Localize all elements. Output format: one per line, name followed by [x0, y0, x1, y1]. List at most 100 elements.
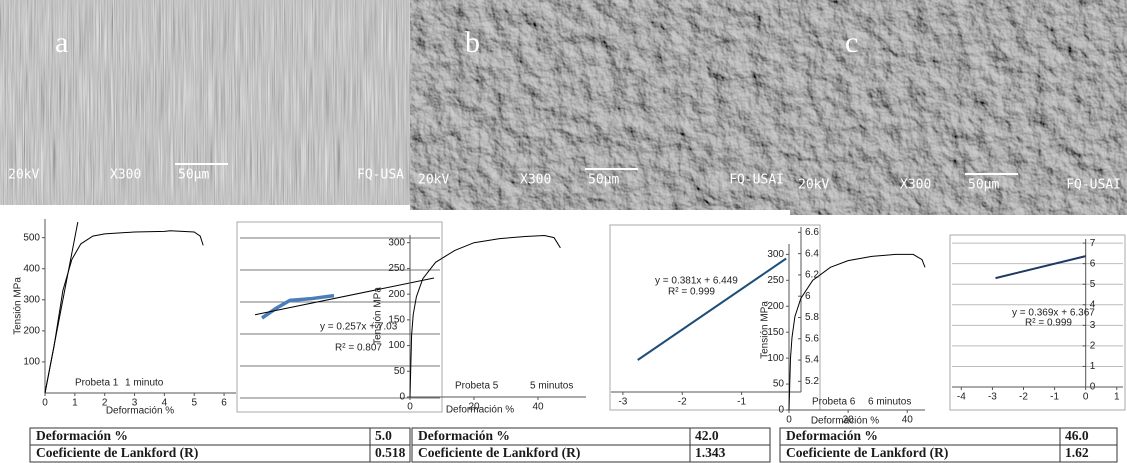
table-value: 1.343 [695, 445, 726, 460]
data-line [45, 222, 78, 393]
table-value: 46.0 [1065, 428, 1089, 443]
micrograph-lab: FQ-USAI [1066, 178, 1121, 193]
tables: Deformación % 5.0 Coeficiente de Lankford … [30, 428, 1117, 462]
y-tick-label: 300 [767, 249, 784, 260]
y-tick-label: 6 [805, 291, 811, 302]
x-tick-label: -4 [957, 392, 966, 403]
y-tick-label: 6 [1090, 258, 1096, 269]
micrograph-label: a [55, 26, 68, 59]
x-tick-label: -1 [1050, 392, 1059, 403]
table-label: Coeficiente de Lankford (R) [36, 445, 198, 460]
y-tick-label: 5.2 [805, 376, 819, 387]
annotation: 5 minutos [530, 381, 573, 392]
y-tick-label: 6.2 [805, 270, 819, 281]
data-line [45, 231, 203, 393]
micrograph-magnification: X300 [110, 168, 141, 183]
y-tick-label: 150 [388, 314, 405, 325]
table-value: 1.62 [1065, 445, 1089, 460]
y-tick-label: 500 [23, 232, 40, 243]
x-tick-label: -3 [988, 392, 997, 403]
micrograph-magnification: X300 [520, 173, 551, 188]
figure: Deformación % 5.0 Coeficiente de Lankford … [0, 0, 1127, 463]
y-tick-label: 5.6 [805, 333, 819, 344]
y-tick-label: 0 [778, 405, 784, 416]
x-axis-label: Deformación % [446, 405, 514, 416]
y-tick-label: 200 [23, 325, 40, 336]
x-tick-label: 40 [532, 402, 544, 413]
y-tick-label: 50 [773, 379, 785, 390]
data-line [996, 256, 1086, 278]
y-tick-label: 300 [23, 294, 40, 305]
y-tick-label: 0 [399, 392, 405, 403]
data-line [255, 278, 434, 315]
annotation: 6 minutos [868, 397, 911, 408]
x-tick-label: 5 [191, 398, 197, 409]
annotation: y = 0.257x + 7.03 [320, 322, 398, 333]
table-value: 42.0 [695, 428, 719, 443]
x-tick-label: 6 [221, 398, 227, 409]
table-value: 5.0 [375, 428, 392, 443]
y-tick-label: 200 [388, 289, 405, 300]
x-tick-label: 0 [42, 398, 48, 409]
y-tick-label: 400 [23, 263, 40, 274]
annotation: R² = 0.999 [668, 287, 715, 298]
micrograph-lab: FQ-USAI [729, 173, 784, 188]
annotation: Probeta 5 [455, 381, 499, 392]
table-label: Deformación % [418, 428, 510, 443]
x-axis-label: Deformación % [811, 416, 879, 427]
annotation: y = 0.381x + 6.449 [655, 276, 738, 287]
y-tick-label: 1 [1090, 361, 1096, 372]
y-tick-label: 5 [1090, 279, 1096, 290]
table-label: Coeficiente de Lankford (R) [786, 445, 948, 460]
y-tick-label: 50 [394, 366, 406, 377]
micrograph-voltage: 20kV [8, 168, 39, 183]
x-tick-label: -3 [618, 397, 627, 408]
x-tick-label: -2 [1019, 392, 1028, 403]
annotation: Probeta 6 [812, 397, 856, 408]
y-tick-label: 100 [23, 357, 40, 368]
y-axis-label: Tensión MPa [373, 287, 384, 345]
x-tick-label: -1 [737, 397, 746, 408]
annotation: 1 minuto [125, 378, 164, 389]
table-label: Deformación % [786, 428, 878, 443]
micrograph-scale: 50μm [968, 178, 999, 193]
x-tick-label: 0 [786, 415, 792, 426]
micrograph-lab: FQ-USA [357, 168, 404, 183]
table-value: 0.518 [375, 445, 406, 460]
y-axis-label: Tensión MPa [13, 277, 24, 335]
micrograph-voltage: 20kV [418, 173, 449, 188]
y-tick-label: 5.4 [805, 355, 819, 366]
data-line [410, 236, 560, 398]
micrograph-label: b [465, 26, 480, 59]
chart-frame [237, 222, 442, 412]
x-tick-label: -2 [678, 397, 687, 408]
micrograph-magnification: X300 [900, 178, 931, 193]
micrograph-voltage: 20kV [798, 178, 829, 193]
y-axis-label: Tensión MPa [760, 301, 771, 359]
x-tick-label: 40 [902, 415, 914, 426]
data-line [262, 296, 334, 318]
y-tick-label: 250 [767, 275, 784, 286]
table-label: Coeficiente de Lankford (R) [418, 445, 580, 460]
y-tick-label: 3 [1090, 320, 1096, 331]
y-tick-label: 5.8 [805, 312, 819, 323]
x-tick-label: 0 [1083, 392, 1089, 403]
x-axis-label: Deformación % [106, 406, 174, 417]
x-tick-label: 1 [72, 398, 78, 409]
y-tick-label: 100 [388, 340, 405, 351]
y-tick-label: 6.6 [805, 227, 819, 238]
y-tick-label: 7 [1090, 238, 1096, 249]
table-label: Deformación % [36, 428, 128, 443]
y-tick-label: 6.4 [805, 248, 819, 259]
micrograph-scale: 50μm [588, 173, 619, 188]
y-tick-label: 250 [388, 263, 405, 274]
y-tick-label: 300 [388, 237, 405, 248]
x-tick-label: 1 [1114, 392, 1120, 403]
y-tick-label: 2 [1090, 341, 1096, 352]
x-tick-label: 0 [407, 402, 413, 413]
